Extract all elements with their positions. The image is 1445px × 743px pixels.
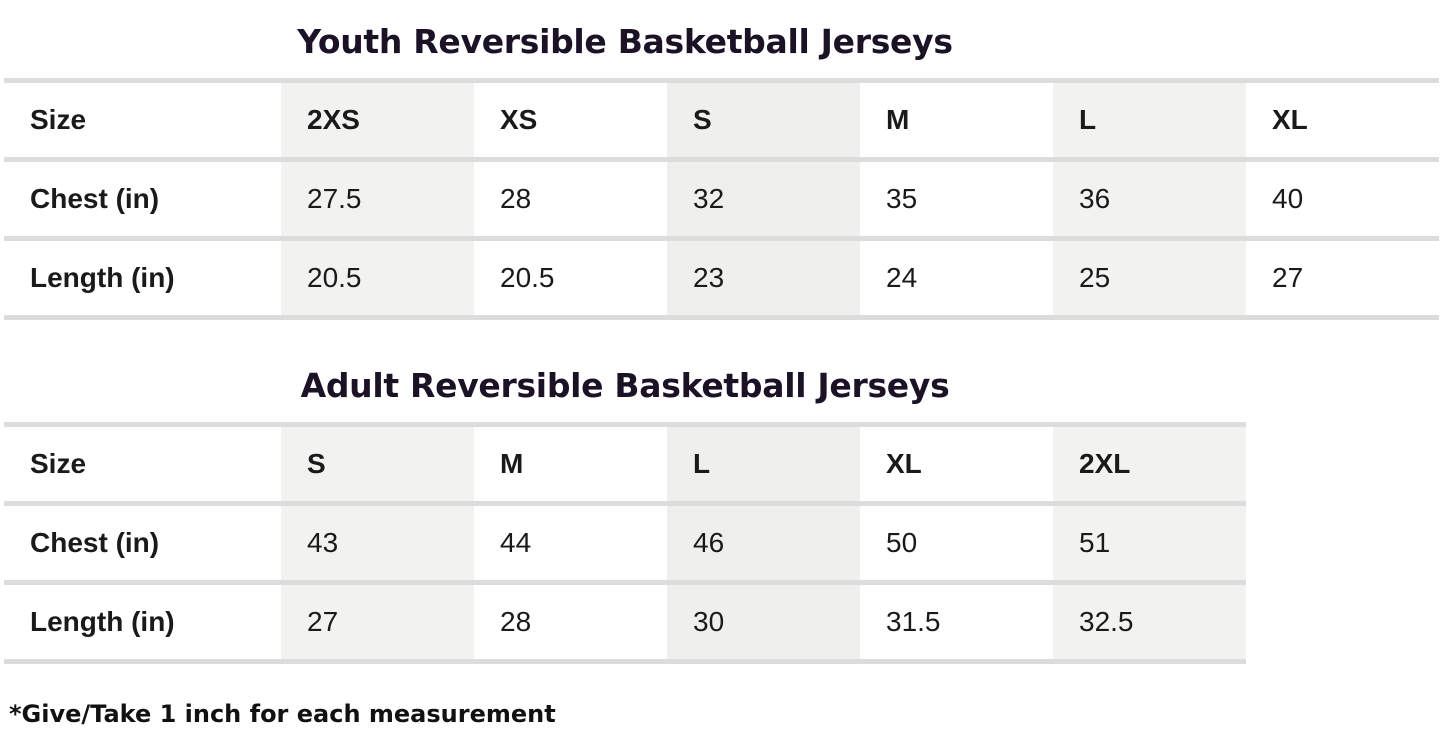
row-label: Size bbox=[4, 422, 281, 504]
size-cell: XL bbox=[1246, 78, 1439, 160]
size-cell: 2XS bbox=[281, 78, 474, 160]
length-cell: 31.5 bbox=[860, 580, 1053, 664]
size-cell: M bbox=[860, 78, 1053, 160]
size-cell: L bbox=[1053, 78, 1246, 160]
size-cell: 2XL bbox=[1053, 422, 1246, 504]
size-cell: M bbox=[474, 422, 667, 504]
row-label: Chest (in) bbox=[4, 157, 281, 239]
length-cell: 24 bbox=[860, 236, 1053, 320]
chest-cell: 50 bbox=[860, 501, 1053, 583]
length-cell: 20.5 bbox=[281, 236, 474, 320]
length-cell: 27 bbox=[1246, 236, 1439, 320]
adult-size-table: Size S M L XL 2XL Chest (in) 43 44 46 50… bbox=[4, 422, 1246, 664]
chest-cell: 40 bbox=[1246, 157, 1439, 239]
row-label: Length (in) bbox=[4, 580, 281, 664]
length-cell: 25 bbox=[1053, 236, 1246, 320]
table-row: Size 2XS XS S M L XL bbox=[4, 78, 1439, 160]
length-cell: 32.5 bbox=[1053, 580, 1246, 664]
chest-cell: 43 bbox=[281, 501, 474, 583]
chest-cell: 32 bbox=[667, 157, 860, 239]
chest-cell: 27.5 bbox=[281, 157, 474, 239]
measurement-footnote: *Give/Take 1 inch for each measurement bbox=[9, 700, 556, 728]
size-cell: S bbox=[667, 78, 860, 160]
length-cell: 28 bbox=[474, 580, 667, 664]
row-label: Size bbox=[4, 78, 281, 160]
chest-cell: 46 bbox=[667, 501, 860, 583]
chest-cell: 51 bbox=[1053, 501, 1246, 583]
length-cell: 23 bbox=[667, 236, 860, 320]
youth-table-title: Youth Reversible Basketball Jerseys bbox=[297, 22, 953, 61]
table-row: Length (in) 27 28 30 31.5 32.5 bbox=[4, 580, 1246, 664]
chest-cell: 35 bbox=[860, 157, 1053, 239]
row-label: Chest (in) bbox=[4, 501, 281, 583]
table-row: Length (in) 20.5 20.5 23 24 25 27 bbox=[4, 236, 1439, 320]
table-row: Chest (in) 43 44 46 50 51 bbox=[4, 501, 1246, 583]
chest-cell: 36 bbox=[1053, 157, 1246, 239]
table-row: Size S M L XL 2XL bbox=[4, 422, 1246, 504]
size-cell: L bbox=[667, 422, 860, 504]
adult-table-title: Adult Reversible Basketball Jerseys bbox=[300, 366, 950, 405]
size-cell: XS bbox=[474, 78, 667, 160]
size-cell: XL bbox=[860, 422, 1053, 504]
size-cell: S bbox=[281, 422, 474, 504]
length-cell: 30 bbox=[667, 580, 860, 664]
table-row: Chest (in) 27.5 28 32 35 36 40 bbox=[4, 157, 1439, 239]
row-label: Length (in) bbox=[4, 236, 281, 320]
length-cell: 20.5 bbox=[474, 236, 667, 320]
length-cell: 27 bbox=[281, 580, 474, 664]
chest-cell: 44 bbox=[474, 501, 667, 583]
chest-cell: 28 bbox=[474, 157, 667, 239]
youth-size-table: Size 2XS XS S M L XL Chest (in) 27.5 28 … bbox=[4, 78, 1439, 320]
